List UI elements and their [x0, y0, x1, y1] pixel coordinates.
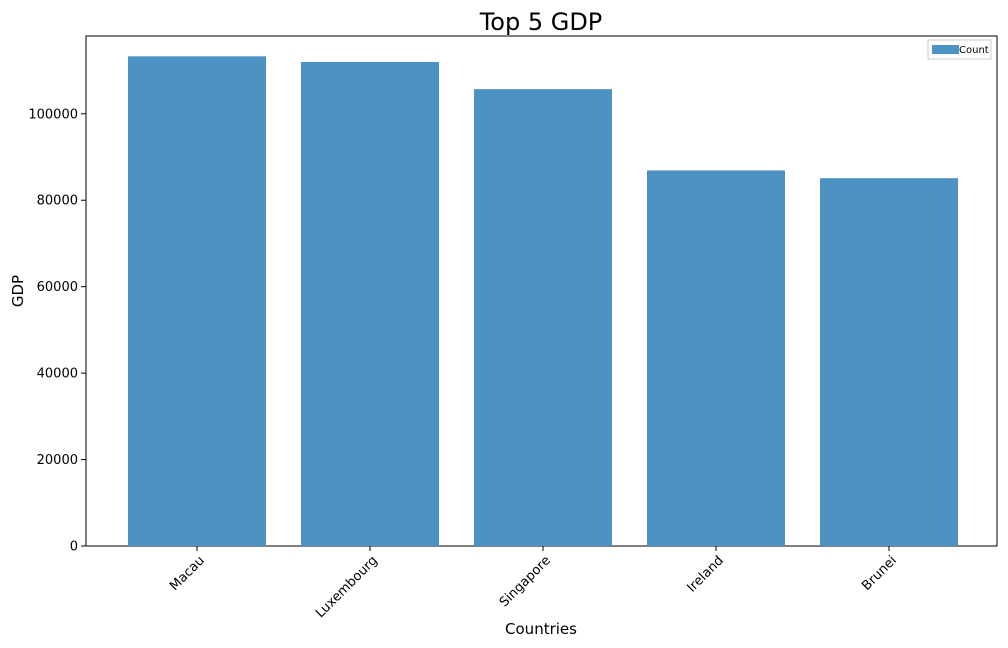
y-tick-label: 0: [70, 540, 78, 555]
legend-swatch: [932, 45, 959, 54]
bar-ireland: [647, 170, 785, 546]
x-axis-ticks: Macau Luxembourg Singapore Ireland Brunei: [167, 546, 900, 621]
x-axis-label: Countries: [505, 620, 577, 638]
bar-singapore: [474, 89, 612, 547]
bar-brunei: [820, 178, 958, 546]
bar-macau: [128, 56, 266, 546]
y-tick-label: 80000: [37, 194, 78, 209]
legend-label: Count: [959, 45, 989, 56]
y-axis-label: GDP: [9, 275, 27, 307]
y-axis-ticks: 0 20000 40000 60000 80000 100000: [28, 107, 86, 555]
chart-title: Top 5 GDP: [479, 8, 603, 36]
y-tick-label: 20000: [37, 453, 78, 468]
bar-luxembourg: [301, 61, 439, 547]
x-tick-label: Brunei: [859, 553, 900, 594]
x-tick-label: Ireland: [684, 553, 726, 595]
y-tick-label: 40000: [37, 367, 78, 382]
y-tick-label: 60000: [37, 280, 78, 295]
x-tick-label: Singapore: [497, 553, 554, 610]
legend-box: [927, 39, 992, 60]
x-tick-label: Macau: [167, 553, 208, 594]
x-tick-label: Luxembourg: [313, 553, 381, 621]
bars-layer: [128, 56, 958, 547]
y-tick-label: 100000: [28, 107, 78, 122]
legend: Count: [927, 39, 992, 60]
